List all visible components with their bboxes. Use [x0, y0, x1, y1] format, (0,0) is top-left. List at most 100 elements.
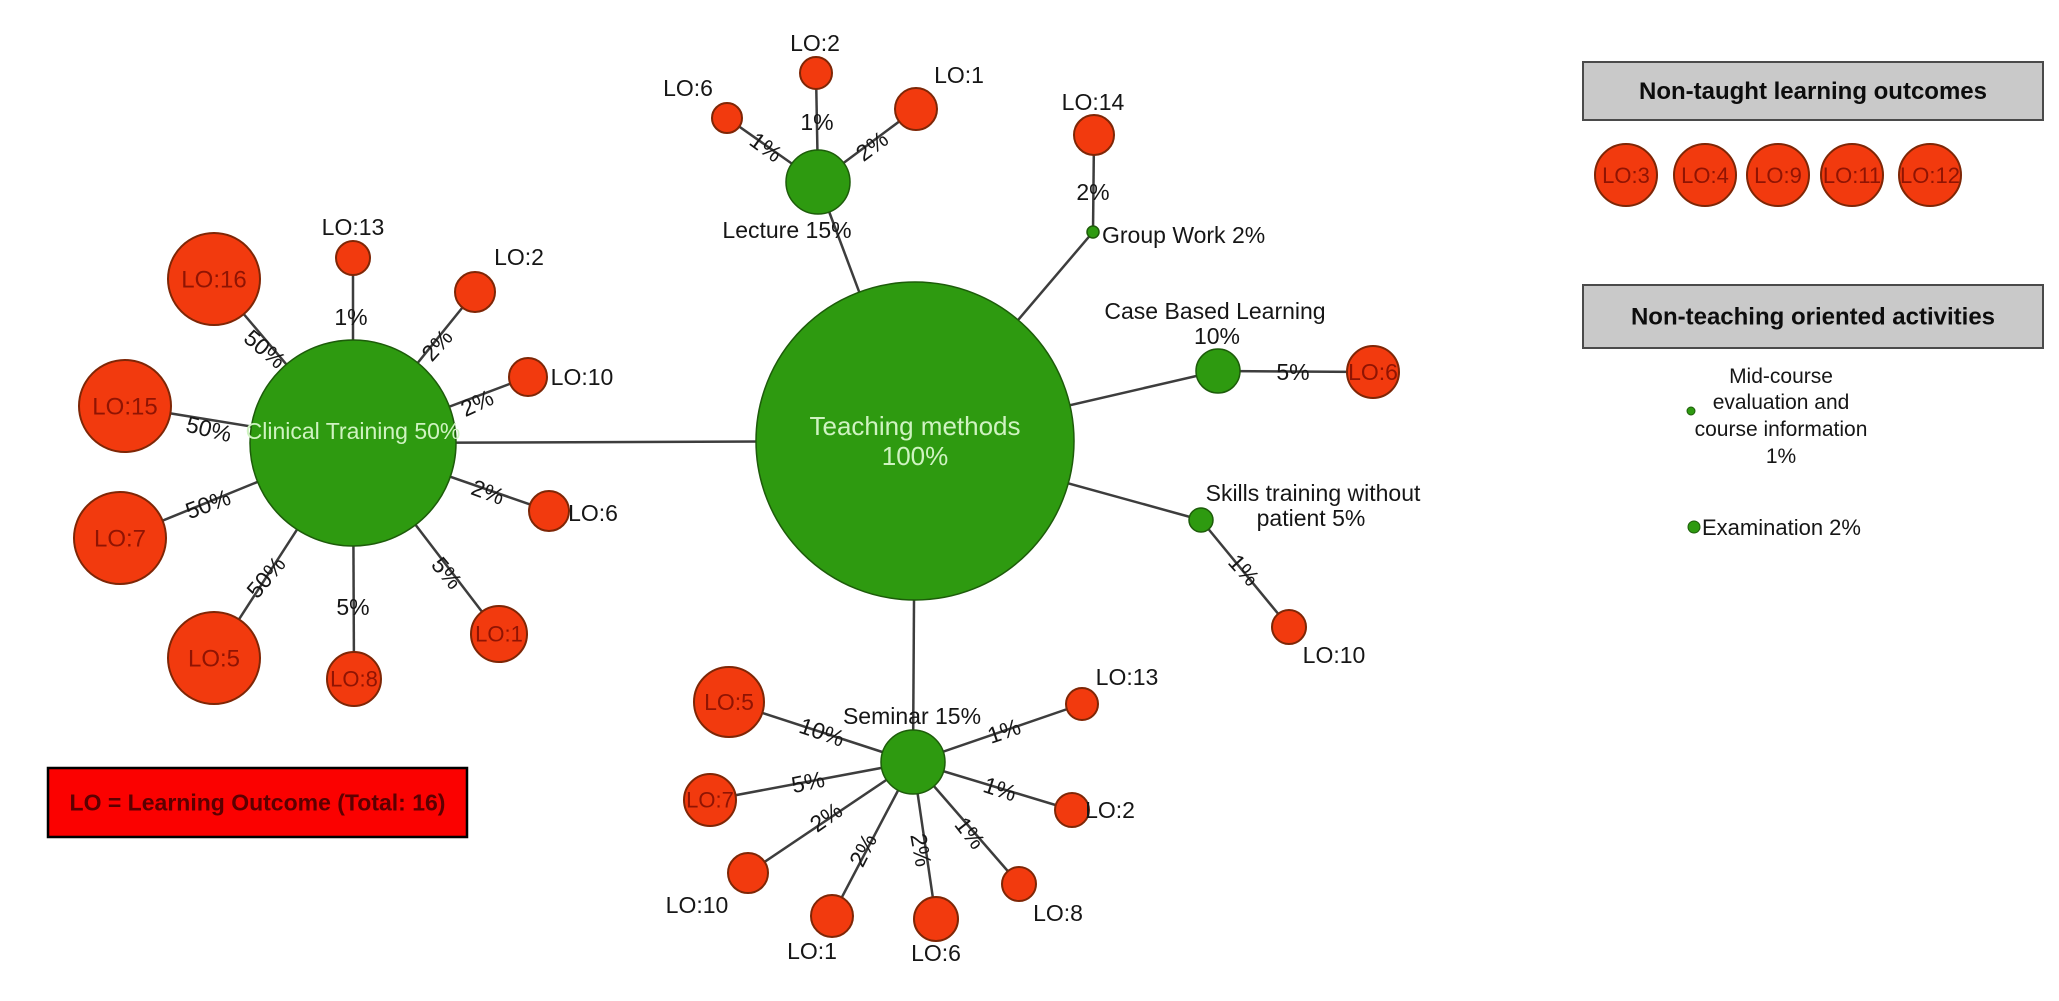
- node-gw-lo14-label: LO:14: [1062, 89, 1125, 115]
- node-cl-lo10-label: LO:10: [551, 364, 614, 390]
- legend-node-lo11: [1820, 143, 1884, 207]
- node-group-work-label: Group Work 2%: [1102, 222, 1265, 248]
- legend-activities-title: Non-teaching oriented activities: [1631, 304, 1995, 331]
- note-text: LO = Learning Outcome (Total: 16): [70, 790, 446, 816]
- node-lecture-label: Lecture 15%: [722, 217, 851, 243]
- note-box: LO = Learning Outcome (Total: 16): [46, 766, 469, 839]
- legend-node-lo9-label: LO:9: [1754, 163, 1802, 188]
- node-cl-lo1-label: LO:1: [475, 622, 523, 647]
- node-sem-lo6: [913, 896, 959, 942]
- node-sem-lo10-label: LO:10: [666, 892, 729, 918]
- node-cl-lo5-label: LO:5: [188, 645, 240, 672]
- legend-midcourse-text: course information: [1695, 418, 1868, 441]
- node-cl-lo7-label: LO:7: [94, 525, 146, 552]
- node-sem-lo10: [727, 852, 769, 894]
- edge-label-seminar-sem-lo1: 2%: [844, 829, 882, 870]
- node-cl-lo5: [167, 611, 261, 705]
- node-seminar-label: Seminar 15%: [843, 703, 981, 729]
- legend-midcourse-text: Mid-course: [1729, 365, 1833, 388]
- node-cl-lo13-label: LO:13: [322, 214, 385, 240]
- node-teaching: [755, 281, 1075, 601]
- node-lec-lo2-label: LO:2: [790, 30, 840, 56]
- edge-label-clinical-cl-lo6: 2%: [468, 474, 508, 510]
- node-lec-lo1-label: LO:1: [934, 62, 984, 88]
- node-lec-lo6: [711, 102, 743, 134]
- node-cl-lo8-label: LO:8: [330, 667, 378, 692]
- node-cl-lo15-label: LO:15: [92, 393, 157, 420]
- node-skills-lo10: [1271, 609, 1307, 645]
- node-case-based-label: Case Based Learning: [1104, 298, 1325, 324]
- legend-non-taught-header-box: [1582, 61, 2044, 121]
- node-group-work: [1086, 225, 1100, 239]
- node-sem-lo5: [693, 666, 765, 738]
- edge-label-lecture-lec-lo2: 1%: [800, 109, 833, 135]
- node-teaching-label: 100%: [882, 441, 949, 471]
- node-skills-lo10-label: LO:10: [1303, 642, 1366, 668]
- edge-label-seminar-sem-lo7: 5%: [789, 766, 827, 798]
- node-cl-lo2: [454, 271, 496, 313]
- node-skills-label: Skills training without: [1206, 480, 1421, 506]
- node-sem-lo8-label: LO:8: [1033, 900, 1083, 926]
- node-cl-lo15: [78, 359, 172, 453]
- node-sem-lo7-label: LO:7: [686, 788, 734, 813]
- legend-node-lo4-label: LO:4: [1681, 163, 1729, 188]
- edge-skills-skills-lo10: [1200, 519, 1290, 628]
- edge-label-seminar-sem-lo13: 1%: [984, 713, 1024, 748]
- node-clinical-label: Clinical Training 50%: [246, 418, 461, 444]
- edge-label-clinical-cl-lo7: 50%: [182, 484, 234, 524]
- node-sem-lo2-label: LO:2: [1085, 797, 1135, 823]
- node-cl-lo6: [528, 490, 570, 532]
- legend-node-lo4: [1673, 143, 1737, 207]
- legend-node-lo9: [1746, 143, 1810, 207]
- node-lec-lo1: [894, 87, 938, 131]
- legend-dot-midcourse: [1686, 406, 1696, 416]
- node-sem-lo1: [810, 894, 854, 938]
- edge-label-case-based-case-lo6: 5%: [1276, 359, 1309, 385]
- node-case-lo6-label: LO:6: [1348, 359, 1398, 385]
- legend-node-lo3: [1594, 143, 1658, 207]
- edge-label-seminar-sem-lo8: 1%: [950, 812, 991, 854]
- node-sem-lo6-label: LO:6: [911, 940, 961, 966]
- edge-label-clinical-cl-lo5: 50%: [241, 551, 291, 603]
- node-sem-lo7: [683, 773, 737, 827]
- node-case-based: [1195, 348, 1241, 394]
- node-skills: [1188, 507, 1214, 533]
- legend-activities-header-box: [1582, 284, 2044, 349]
- node-seminar: [880, 729, 946, 795]
- legend-midcourse-text: evaluation and: [1713, 391, 1850, 414]
- edge-label-seminar-sem-lo2: 1%: [980, 771, 1020, 806]
- legend-dot-examination: [1687, 520, 1701, 534]
- node-case-based-label-2: 10%: [1194, 323, 1240, 349]
- node-cl-lo6-label: LO:6: [568, 500, 618, 526]
- legend-activities: Non-teaching oriented activities Mid-cour…: [1582, 284, 2044, 540]
- edge-label-seminar-sem-lo5: 10%: [796, 712, 848, 752]
- node-sem-lo1-label: LO:1: [787, 938, 837, 964]
- node-sem-lo13: [1065, 687, 1099, 721]
- node-cl-lo2-label: LO:2: [494, 244, 544, 270]
- edge-label-clinical-cl-lo1: 5%: [426, 552, 467, 594]
- edge-label-clinical-cl-lo2: 2%: [416, 324, 458, 366]
- edge-label-group-work-gw-lo14: 2%: [1076, 179, 1109, 205]
- node-lec-lo2: [799, 56, 833, 90]
- node-cl-lo13: [335, 240, 371, 276]
- legend-node-lo11-label: LO:11: [1823, 163, 1881, 188]
- edge-label-clinical-cl-lo8: 5%: [336, 594, 369, 620]
- legend-node-lo12-label: LO:12: [1900, 163, 1960, 188]
- node-cl-lo1: [470, 605, 528, 663]
- node-cl-lo7: [73, 491, 167, 585]
- node-teaching-label: Teaching methods: [809, 411, 1020, 441]
- legend-non-taught: Non-taught learning outcomes LO:3 LO:4 LO:9…: [1582, 61, 2044, 207]
- node-cl-lo16-label: LO:16: [181, 266, 246, 293]
- node-case-lo6: [1346, 345, 1400, 399]
- node-cl-lo10: [508, 357, 548, 397]
- edge-label-lecture-lec-lo6: 1%: [745, 127, 787, 168]
- legend-non-taught-title: Non-taught learning outcomes: [1639, 78, 1987, 105]
- node-cl-lo8: [326, 651, 382, 707]
- node-cl-lo16: [167, 232, 261, 326]
- node-lec-lo6-label: LO:6: [663, 75, 713, 101]
- legend-examination-text: Examination 2%: [1702, 515, 1861, 540]
- node-sem-lo8: [1001, 866, 1037, 902]
- node-gw-lo14: [1073, 114, 1115, 156]
- node-sem-lo5-label: LO:5: [704, 689, 754, 715]
